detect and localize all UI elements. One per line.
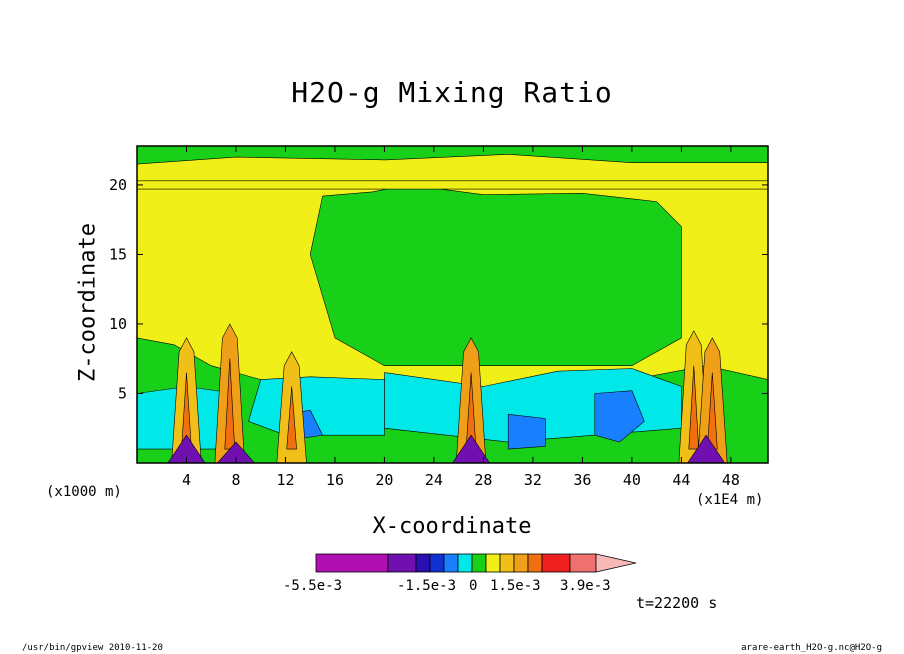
field-surface-core-3 — [687, 434, 726, 463]
x-tick-label: 44 — [672, 471, 690, 489]
x-tick-label: 28 — [474, 471, 492, 489]
field-yellow-band — [137, 180, 768, 190]
colorbar-swatch — [541, 553, 571, 573]
x-tick-label: 16 — [326, 471, 344, 489]
colorbar-swatch — [527, 553, 543, 573]
x-unit-label: (x1000 m) — [46, 484, 122, 500]
colorbar-swatch — [471, 553, 487, 573]
y-tick-label: 15 — [109, 245, 127, 263]
y-axis-label: Z-coordinate — [75, 223, 101, 382]
x-scale-label: (x1E4 m) — [696, 492, 764, 508]
field-plume-core-2 — [286, 386, 297, 450]
field-surface-core-2 — [452, 434, 490, 463]
y-tick-label: 20 — [109, 176, 127, 194]
footer-left: /usr/bin/gpview 2010-11-20 — [22, 643, 163, 653]
colorbar-swatch — [513, 553, 529, 573]
field-blue-1 — [594, 390, 645, 443]
x-tick-label: 12 — [276, 471, 294, 489]
colorbar-extend-arrow — [595, 553, 637, 573]
colorbar-swatch — [429, 553, 445, 573]
chart-title: H2O-g Mixing Ratio — [291, 76, 613, 109]
plot-frame — [136, 145, 769, 464]
footer-right: arare-earth_H2O-g.nc@H2O-g — [741, 643, 882, 653]
field-surface-core-1 — [216, 441, 255, 463]
time-label: t=22200 s — [636, 594, 718, 612]
x-tick-label: 48 — [722, 471, 740, 489]
field-surface-core-0 — [167, 434, 206, 463]
colorbar-label-neg: -1.5e-3 — [397, 578, 457, 594]
field-green-core — [309, 184, 682, 366]
colorbar-label-min: -5.5e-3 — [283, 578, 343, 594]
colorbar-swatch — [443, 553, 459, 573]
x-tick-label: 32 — [524, 471, 542, 489]
field-blue-2 — [507, 413, 546, 450]
field-plume-core-4 — [688, 365, 700, 450]
x-axis-label: X-coordinate — [372, 514, 532, 539]
colorbar-swatch — [569, 553, 597, 573]
colorbar-label-max: 3.9e-3 — [560, 578, 611, 594]
colorbar-swatch — [387, 553, 417, 573]
field-green-top — [137, 146, 768, 165]
colorbar-swatch — [457, 553, 473, 573]
colorbar-swatch — [415, 553, 431, 573]
y-tick-label: 10 — [109, 315, 127, 333]
x-tick-label: 36 — [573, 471, 591, 489]
y-tick-label: 5 — [118, 384, 127, 402]
x-tick-label: 40 — [623, 471, 641, 489]
colorbar-label-pos: 1.5e-3 — [490, 578, 541, 594]
x-tick-label: 8 — [231, 471, 240, 489]
colorbar-swatch — [485, 553, 501, 573]
colorbar-swatch — [315, 553, 389, 573]
colorbar-swatch — [499, 553, 515, 573]
x-tick-label: 20 — [375, 471, 393, 489]
x-tick-label: 24 — [425, 471, 443, 489]
colorbar-label-zero: 0 — [469, 578, 478, 594]
x-tick-label: 4 — [182, 471, 191, 489]
